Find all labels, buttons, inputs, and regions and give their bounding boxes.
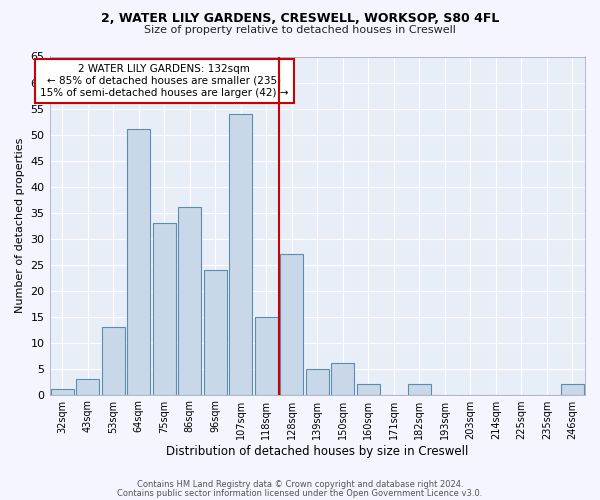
Text: 2, WATER LILY GARDENS, CRESWELL, WORKSOP, S80 4FL: 2, WATER LILY GARDENS, CRESWELL, WORKSOP… bbox=[101, 12, 499, 26]
Text: Contains public sector information licensed under the Open Government Licence v3: Contains public sector information licen… bbox=[118, 488, 482, 498]
X-axis label: Distribution of detached houses by size in Creswell: Distribution of detached houses by size … bbox=[166, 444, 469, 458]
Bar bbox=[229, 114, 252, 394]
Bar bbox=[561, 384, 584, 394]
Bar bbox=[331, 364, 354, 394]
Bar bbox=[153, 223, 176, 394]
Bar bbox=[102, 327, 125, 394]
Bar bbox=[204, 270, 227, 394]
Text: Size of property relative to detached houses in Creswell: Size of property relative to detached ho… bbox=[144, 25, 456, 35]
Y-axis label: Number of detached properties: Number of detached properties bbox=[15, 138, 25, 313]
Bar bbox=[408, 384, 431, 394]
Bar bbox=[127, 130, 150, 394]
Bar bbox=[51, 390, 74, 394]
Bar bbox=[306, 368, 329, 394]
Bar bbox=[357, 384, 380, 394]
Text: Contains HM Land Registry data © Crown copyright and database right 2024.: Contains HM Land Registry data © Crown c… bbox=[137, 480, 463, 489]
Bar bbox=[178, 208, 201, 394]
Bar bbox=[255, 316, 278, 394]
Text: 2 WATER LILY GARDENS: 132sqm
← 85% of detached houses are smaller (235)
15% of s: 2 WATER LILY GARDENS: 132sqm ← 85% of de… bbox=[40, 64, 289, 98]
Bar bbox=[76, 379, 99, 394]
Bar bbox=[280, 254, 303, 394]
